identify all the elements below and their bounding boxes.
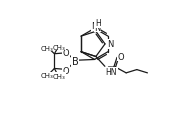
Text: N: N: [91, 22, 98, 31]
Text: HN: HN: [106, 68, 117, 76]
Text: N: N: [95, 24, 101, 33]
Text: N: N: [107, 40, 113, 49]
Text: O: O: [63, 66, 69, 75]
Text: CH₃: CH₃: [41, 46, 54, 52]
Text: CH₃: CH₃: [53, 73, 66, 79]
Text: H: H: [95, 19, 100, 28]
Text: CH₃: CH₃: [53, 45, 66, 50]
Text: B: B: [71, 57, 78, 66]
Text: O: O: [63, 48, 69, 57]
Text: O: O: [118, 53, 124, 61]
Text: CH₃: CH₃: [41, 72, 54, 78]
